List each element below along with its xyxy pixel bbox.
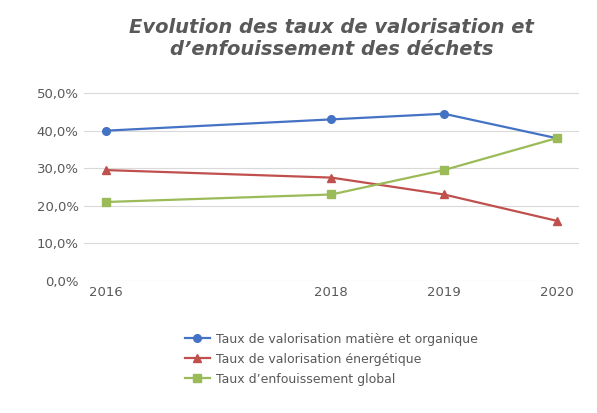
- Legend: Taux de valorisation matière et organique, Taux de valorisation énergétique, Tau: Taux de valorisation matière et organiqu…: [185, 332, 478, 386]
- Title: Evolution des taux de valorisation et
d’enfouissement des déchets: Evolution des taux de valorisation et d’…: [129, 18, 534, 59]
